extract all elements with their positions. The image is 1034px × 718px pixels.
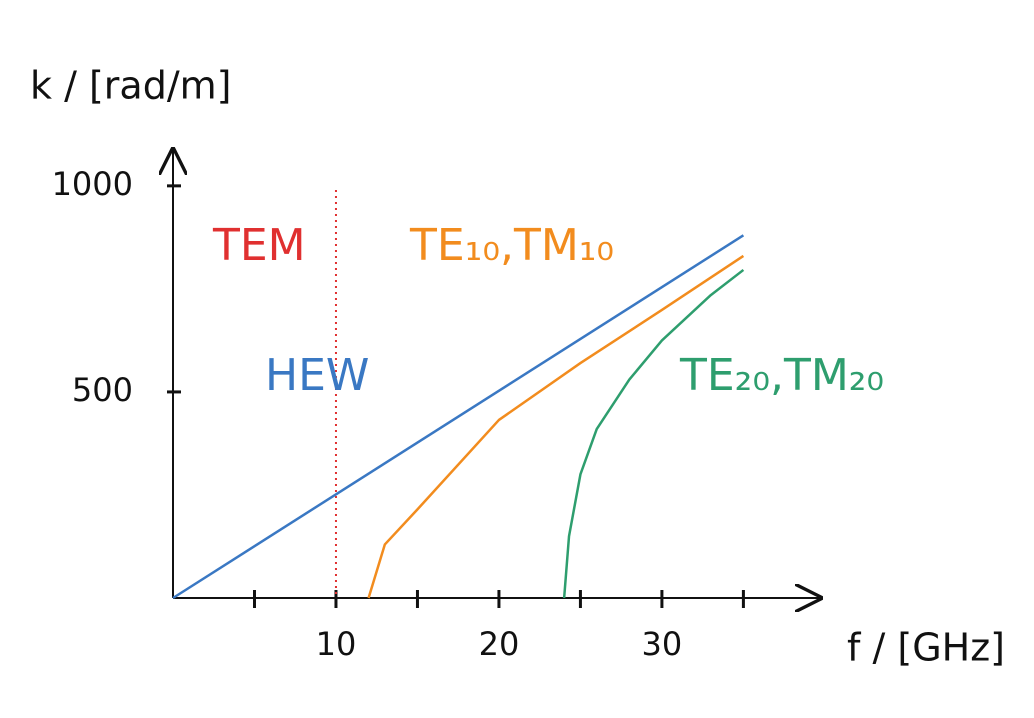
annotation: TEM <box>212 220 306 271</box>
x-tick-label: 30 <box>642 625 683 663</box>
series-label: HEW <box>265 350 369 401</box>
series-label: TE₂₀,TM₂₀ <box>679 350 884 401</box>
line <box>367 254 745 599</box>
y-tick-label: 500 <box>72 371 133 409</box>
x-tick-label: 20 <box>479 625 520 663</box>
series-label: TE₁₀,TM₁₀ <box>409 220 614 271</box>
y-axis-label: k / [rad/m] <box>30 64 231 108</box>
line <box>562 268 745 599</box>
x-tick-label: 10 <box>316 625 357 663</box>
line <box>172 234 745 600</box>
x-axis-label: f / [GHz] <box>847 626 1005 670</box>
y-tick-label: 1000 <box>52 165 133 203</box>
